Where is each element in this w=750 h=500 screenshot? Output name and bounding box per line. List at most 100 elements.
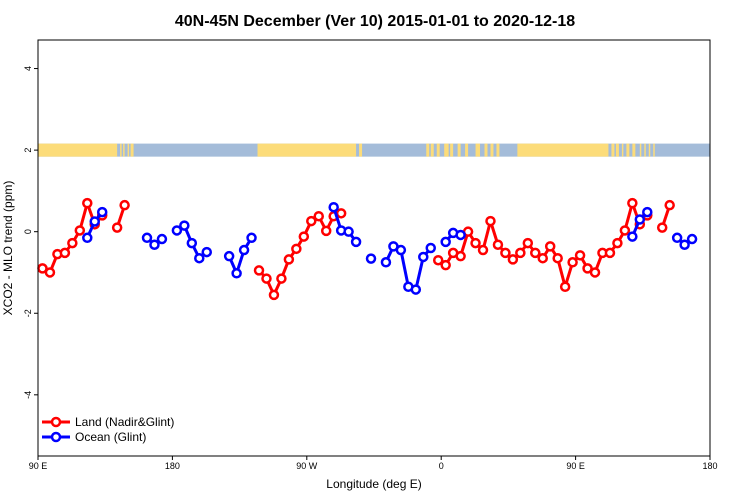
- strip-land: [444, 143, 449, 157]
- ocean-point: [246, 232, 257, 244]
- strip-land: [38, 143, 118, 157]
- x-axis-label: Longitude (deg E): [326, 477, 421, 491]
- x-tick-label: 180: [165, 461, 180, 471]
- land-point: [306, 215, 317, 227]
- ocean-point: [425, 242, 436, 254]
- land-point: [515, 247, 526, 259]
- y-tick-label: 0: [23, 229, 33, 234]
- land-point: [268, 289, 280, 301]
- y-tick-label: 2: [23, 148, 33, 153]
- strip-land: [450, 143, 454, 157]
- land-point: [313, 210, 324, 222]
- legend-ocean-marker: [50, 431, 62, 443]
- ocean-point: [455, 229, 466, 241]
- land-point: [612, 237, 623, 249]
- land-point: [432, 254, 444, 266]
- ocean-point: [238, 244, 250, 256]
- land-point: [664, 199, 675, 211]
- ocean-point: [201, 246, 212, 258]
- ocean-point: [343, 226, 354, 237]
- ocean-point: [96, 206, 108, 218]
- land-point: [335, 208, 347, 219]
- strip-land: [621, 143, 624, 157]
- land-series-line: [257, 211, 342, 297]
- ocean-point: [328, 201, 339, 213]
- land-ocean-strip: [38, 143, 710, 157]
- land-point: [261, 273, 272, 284]
- legend: Land (Nadir&Glint) Ocean (Glint): [42, 415, 174, 444]
- land-point: [544, 241, 556, 252]
- strip-land: [484, 143, 488, 157]
- strip-ocean: [38, 143, 710, 157]
- land-point: [604, 247, 616, 259]
- land-point: [619, 225, 631, 236]
- ocean-point: [231, 268, 242, 279]
- strip-land: [653, 143, 655, 157]
- series-layer: [37, 197, 698, 301]
- land-point: [111, 222, 123, 233]
- land-point: [492, 239, 504, 250]
- ocean-point: [642, 206, 653, 218]
- ocean-point: [156, 233, 168, 245]
- legend-land-label: Land (Nadir&Glint): [75, 415, 174, 429]
- ocean-point: [149, 239, 160, 250]
- ocean-point: [671, 232, 683, 244]
- land-point: [320, 225, 332, 237]
- ocean-point: [395, 244, 407, 256]
- strip-land: [359, 143, 363, 157]
- strip-land: [648, 143, 651, 157]
- strip-land: [517, 143, 609, 157]
- ocean-point: [350, 236, 362, 248]
- land-point: [500, 247, 511, 259]
- land-point: [119, 199, 130, 211]
- ocean-point: [634, 214, 646, 225]
- ocean-point: [679, 239, 690, 250]
- land-point: [537, 252, 548, 264]
- strip-land: [611, 143, 615, 157]
- strip-land: [490, 143, 494, 157]
- land-point: [485, 215, 496, 227]
- y-axis-label: XCO2 - MLO trend (ppm): [1, 181, 15, 316]
- ocean-point: [686, 233, 698, 245]
- ocean-point: [627, 231, 638, 242]
- legend-ocean-label: Ocean (Glint): [75, 430, 146, 444]
- strip-land: [644, 143, 646, 157]
- land-point: [627, 197, 638, 209]
- ocean-point: [179, 220, 190, 231]
- y-tick-label: 4: [23, 66, 33, 71]
- land-point: [656, 222, 668, 233]
- x-tick-label: 0: [439, 461, 444, 471]
- land-point: [291, 243, 302, 255]
- land-point: [477, 244, 489, 256]
- land-point: [82, 197, 93, 209]
- strip-land: [127, 143, 130, 157]
- x-tick-label: 180: [702, 461, 717, 471]
- ocean-point: [194, 252, 205, 264]
- ocean-point: [82, 232, 93, 244]
- strip-land: [626, 143, 630, 157]
- strip-land: [426, 143, 430, 157]
- land-point: [470, 237, 481, 249]
- y-tick-label: -2: [23, 309, 33, 317]
- strip-land: [639, 143, 642, 157]
- x-tick-label: 90 E: [29, 461, 48, 471]
- x-tick-label: 90 E: [566, 461, 585, 471]
- chart-title: 40N-45N December (Ver 10) 2015-01-01 to …: [175, 13, 575, 30]
- land-point: [582, 263, 593, 274]
- land-point: [276, 273, 287, 284]
- strip-land: [436, 143, 440, 157]
- strip-land: [120, 143, 122, 157]
- ocean-series-line: [227, 237, 253, 275]
- ocean-point: [223, 250, 235, 262]
- ocean-point: [89, 216, 100, 227]
- land-point: [589, 267, 601, 278]
- axes: 90 E 180 90 W 0 90 E 180 -4 -2 0 2 4: [23, 66, 718, 471]
- land-point: [59, 247, 71, 259]
- land-point: [455, 250, 466, 262]
- plot-frame: [37, 39, 711, 457]
- strip-land: [123, 143, 125, 157]
- strip-land: [130, 143, 134, 157]
- x-tick-label: 90 W: [296, 461, 318, 471]
- ocean-point: [141, 232, 153, 244]
